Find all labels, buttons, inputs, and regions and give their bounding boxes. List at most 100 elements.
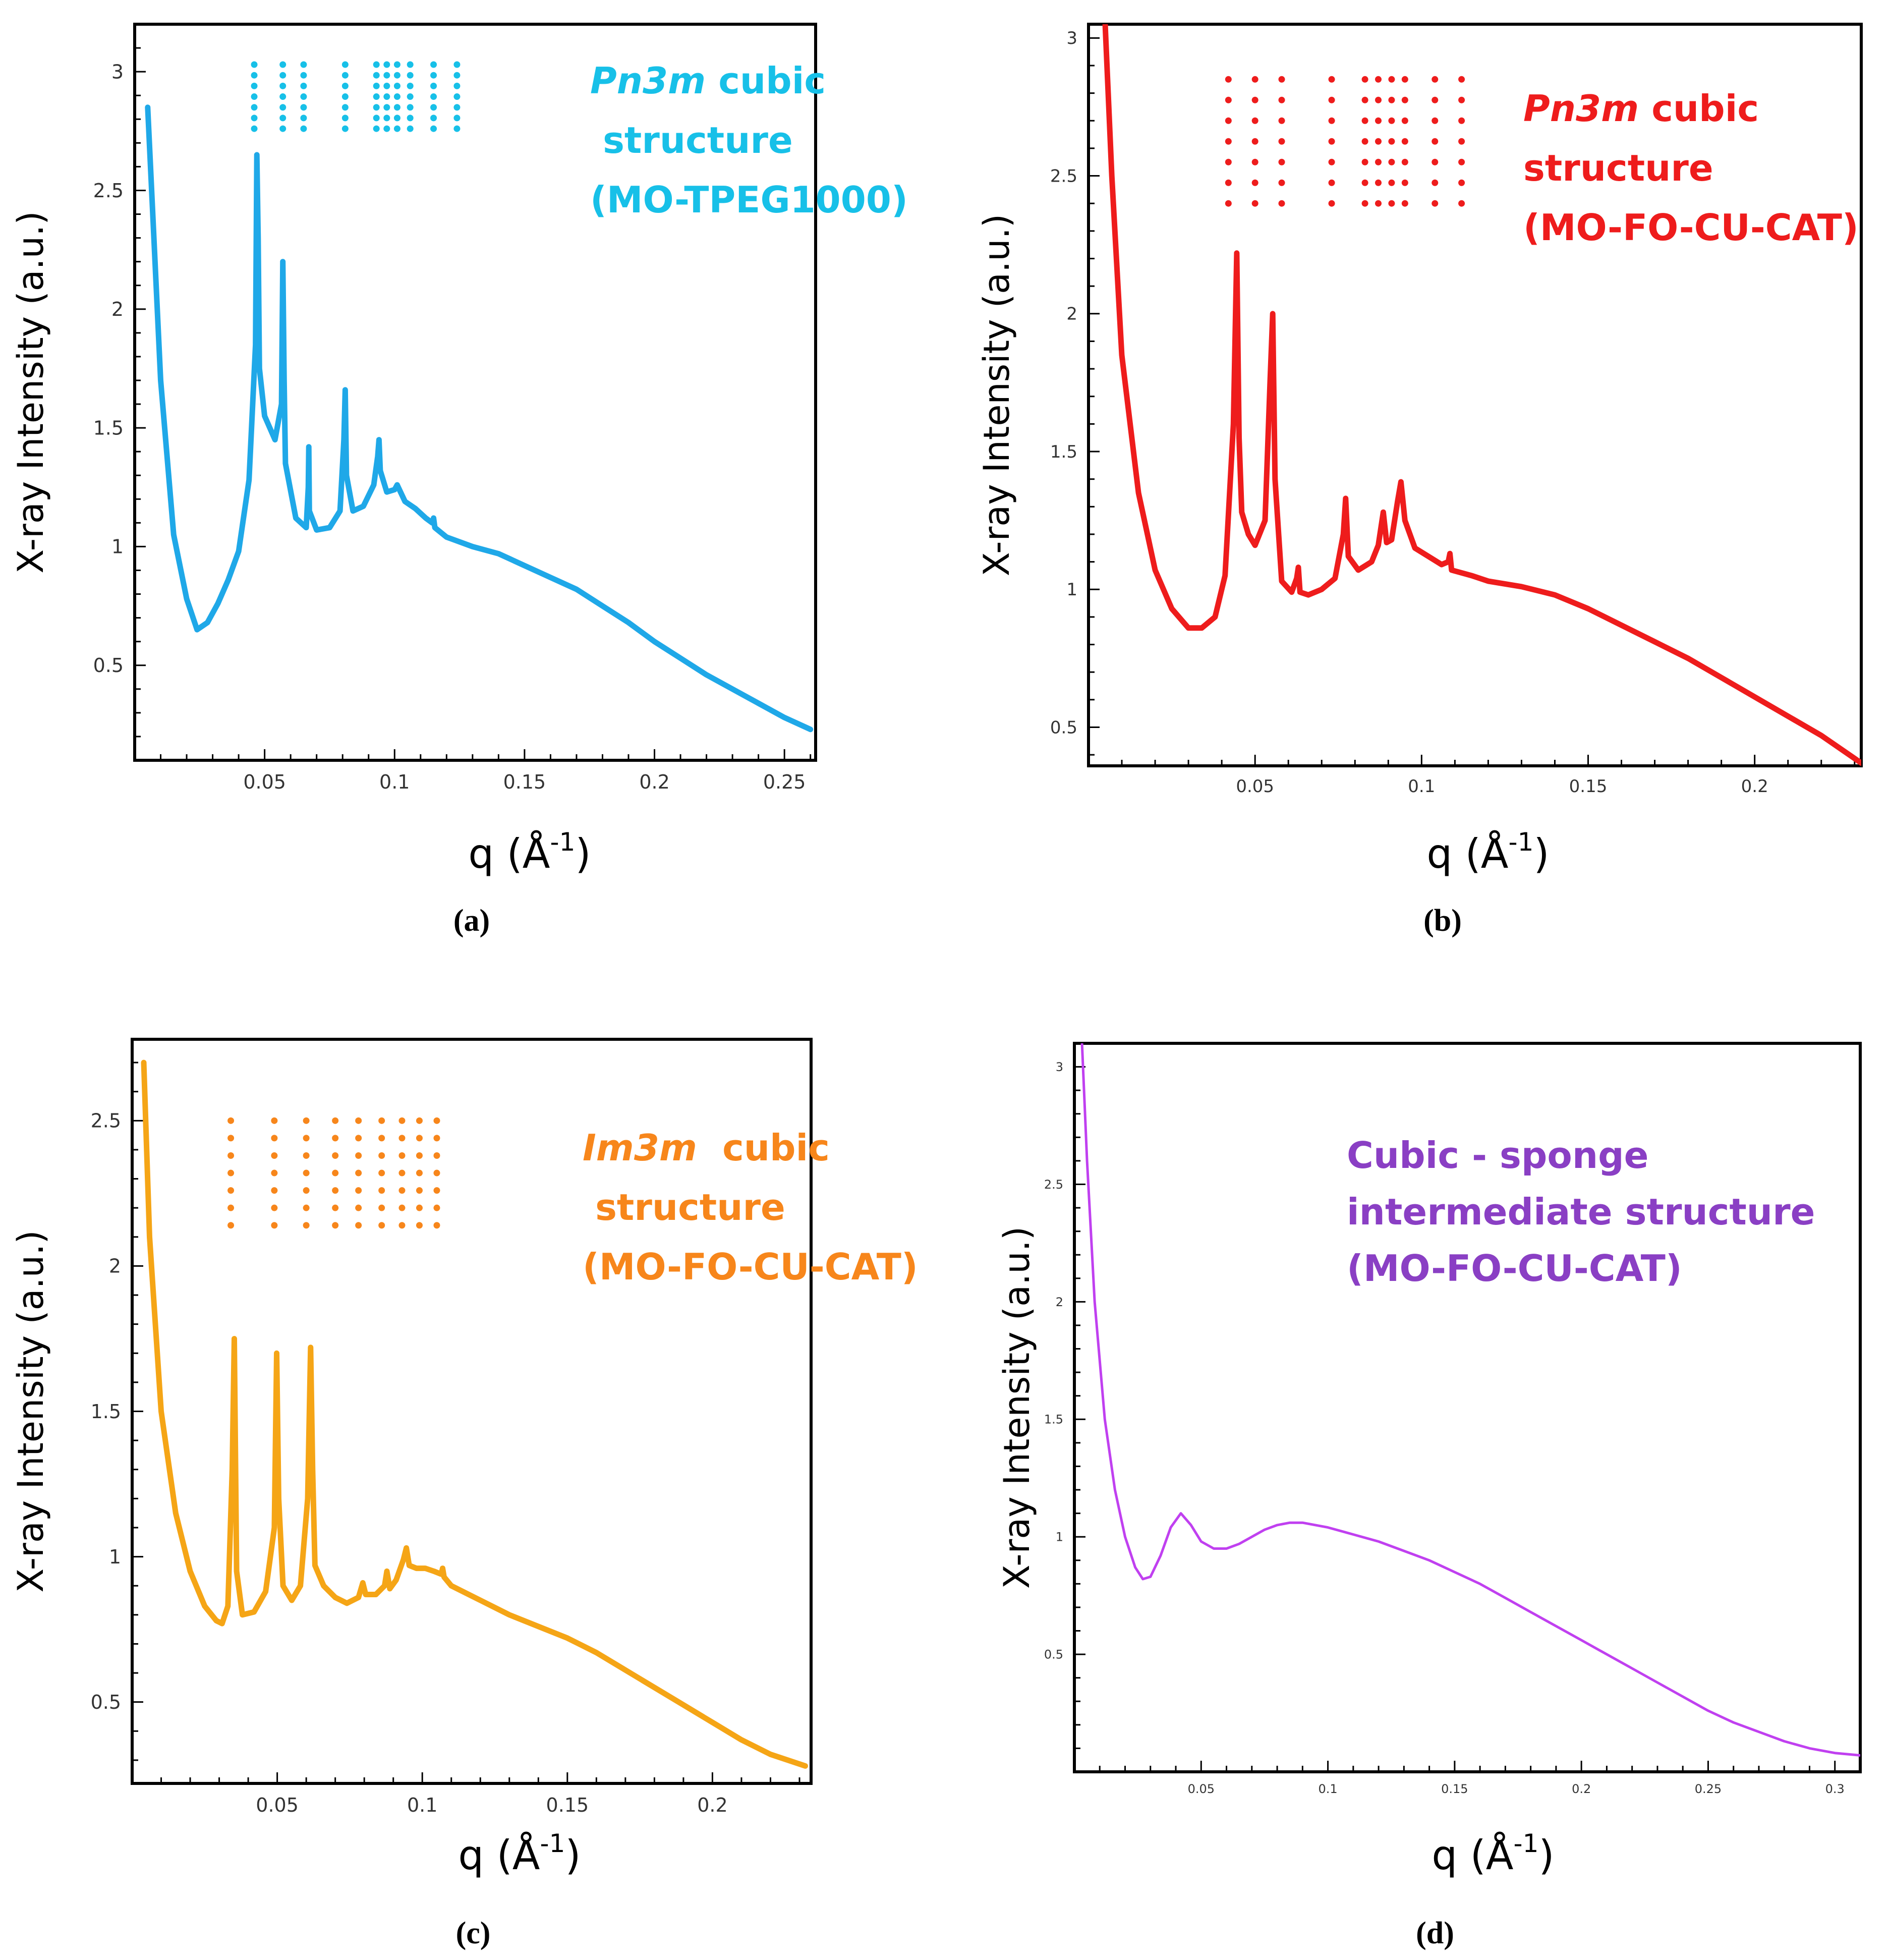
series-line-b-0 [1102, 24, 1861, 766]
peak-marker-dot [378, 1187, 385, 1194]
panel-a: 0.05 0.1 0.15 0.2 0.25 0.5 1 1.5 2 2.5 3 X-ray Inte… [10, 23, 908, 938]
y-tick-label: 1 [109, 1546, 121, 1568]
peak-marker-dot [1225, 200, 1232, 207]
peak-marker-dot [1432, 200, 1439, 207]
x-axis-label: q (Å-1) [468, 827, 591, 877]
peak-marker-dot [378, 1152, 385, 1159]
peak-marker-dot [433, 1117, 440, 1124]
peak-marker-dot [279, 61, 287, 68]
peak-marker-dot [416, 1169, 423, 1177]
x-axis-label-superscript: -1 [550, 827, 576, 857]
peak-marker-dot [271, 1187, 278, 1194]
x-axis-label-close: ) [1538, 1832, 1554, 1879]
peak-marker-dot [227, 1187, 235, 1194]
x-tick-label: 0.05 [256, 1794, 299, 1816]
x-axis-label-superscript: -1 [1514, 1829, 1539, 1858]
x-axis-label-close: ) [565, 1832, 581, 1879]
peak-marker-dot [251, 115, 258, 122]
peak-marker-dot [355, 1187, 362, 1194]
peak-marker-dot [332, 1222, 339, 1229]
y-tick-label: 2 [1056, 1295, 1063, 1309]
x-tick-label: 0.15 [503, 771, 546, 793]
peak-marker-dot [393, 115, 400, 122]
peak-marker-dot [453, 104, 461, 111]
panel-c: 0.05 0.1 0.15 0.2 0.5 1 1.5 2 2.5 X-ray Intensity… [10, 1038, 918, 1950]
peak-marker-dot [1432, 158, 1439, 165]
peak-marker-dot [393, 72, 400, 79]
peak-marker-dot [1361, 96, 1368, 103]
x-tick-label: 0.2 [697, 1794, 727, 1816]
peak-marker-dot [300, 125, 307, 132]
annotation-italic: Pn3m [590, 60, 706, 102]
peak-marker-dot [398, 1152, 406, 1159]
peak-marker-dot [433, 1204, 440, 1211]
peak-marker-dot [355, 1152, 362, 1159]
peak-marker-dot [227, 1117, 235, 1124]
peak-marker-dot [1375, 117, 1382, 124]
peak-marker-dot [433, 1222, 440, 1229]
annotation-line: (MO-TPEG1000) [590, 179, 908, 221]
peak-marker-dot [383, 104, 390, 111]
y-tick-label: 1.5 [1050, 442, 1077, 462]
peak-marker-dot [279, 82, 287, 89]
peak-marker-dot [407, 61, 414, 68]
peak-marker-dot [1458, 76, 1465, 83]
peak-marker-dot [416, 1135, 423, 1142]
annotation-rest: cubic [697, 1127, 830, 1169]
peak-marker-dot [1388, 138, 1395, 145]
peak-marker-dot [383, 125, 390, 132]
peak-marker-dot [453, 61, 461, 68]
peak-marker-dot [1328, 200, 1335, 207]
peak-marker-dot [453, 125, 461, 132]
peak-marker-dot [341, 61, 349, 68]
peak-marker-dot [271, 1152, 278, 1159]
y-tick-label: 0.5 [1050, 717, 1077, 738]
peak-marker-dot [383, 82, 390, 89]
peak-marker-dot [416, 1152, 423, 1159]
peak-marker-dot [433, 1187, 440, 1194]
peak-marker-dot [1251, 138, 1258, 145]
peak-marker-dot [300, 72, 307, 79]
annotation-line: structure [1523, 147, 1713, 189]
peak-marker-dot [251, 72, 258, 79]
annotation-rest: cubic [1639, 87, 1759, 130]
peak-marker-dot [271, 1135, 278, 1142]
peak-marker-dot [393, 104, 400, 111]
y-tick-label: 0.5 [1044, 1647, 1063, 1661]
x-tick-label: 0.15 [1441, 1782, 1468, 1796]
x-axis-label-superscript: -1 [1509, 827, 1534, 857]
peak-marker-dot [1432, 96, 1439, 103]
x-tick-label: 0.3 [1825, 1782, 1845, 1796]
peak-marker-dot [332, 1204, 339, 1211]
peak-marker-dot [430, 93, 437, 100]
peak-marker-dot [383, 93, 390, 100]
peak-marker-dot [332, 1187, 339, 1194]
peak-marker-dot [430, 61, 437, 68]
peak-marker-dot [303, 1204, 310, 1211]
peak-marker-dot [332, 1135, 339, 1142]
x-axis-label: q (Å-1) [1432, 1829, 1554, 1879]
annotation-line: intermediate structure [1347, 1191, 1815, 1233]
peak-marker-dot [251, 104, 258, 111]
annotation-line: (MO-FO-CU-CAT) [583, 1246, 918, 1288]
peak-marker-dot [373, 104, 380, 111]
peak-marker-dot [1388, 76, 1395, 83]
y-tick-label: 3 [1066, 28, 1077, 48]
plot-frame [133, 23, 817, 762]
y-tick-label: 2.5 [1050, 166, 1077, 186]
peak-marker-dot [398, 1187, 406, 1194]
peak-marker-dot [407, 115, 414, 122]
y-tick-label: 1 [111, 536, 124, 558]
y-tick-label: 2 [1066, 304, 1077, 324]
y-tick-label: 0.5 [93, 654, 124, 677]
panel-label: (b) [1423, 904, 1462, 938]
x-tick-label: 0.15 [546, 1794, 589, 1816]
peak-marker-dot [303, 1222, 310, 1229]
peak-marker-dot [355, 1222, 362, 1229]
peak-marker-dot [279, 115, 287, 122]
peak-marker-dot [383, 72, 390, 79]
annotation-line: (MO-FO-CU-CAT) [1523, 206, 1859, 249]
peak-marker-dot [1458, 138, 1465, 145]
peak-marker-dot [300, 115, 307, 122]
peak-marker-dot [1328, 76, 1335, 83]
